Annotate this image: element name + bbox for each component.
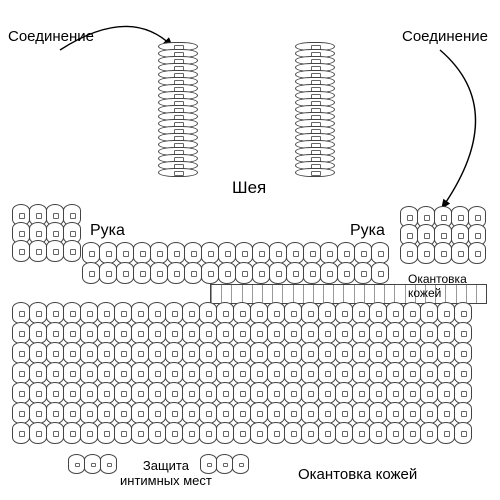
- label-neck: Шея: [232, 178, 266, 198]
- label-arm-right: Рука: [350, 222, 385, 240]
- label-connection-left: Соединение: [8, 28, 94, 45]
- label-leather-edge-right: Окантовка кожей: [408, 272, 467, 300]
- label-groin-guard: Защита интимных мест: [120, 458, 212, 488]
- label-arm-left: Рука: [90, 222, 125, 240]
- connection-arrow-right: [440, 50, 476, 208]
- label-leather-edge-bottom: Окантовка кожей: [298, 466, 417, 483]
- label-connection-right: Соединение: [402, 28, 488, 45]
